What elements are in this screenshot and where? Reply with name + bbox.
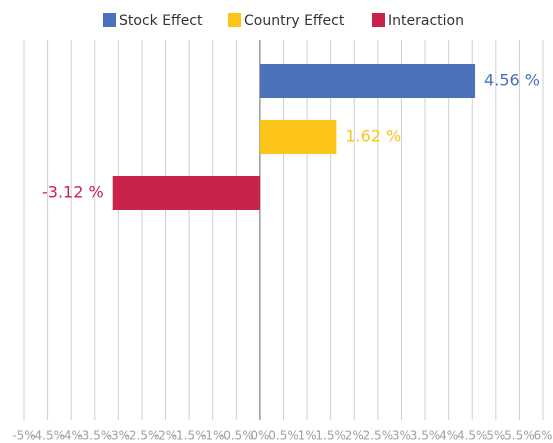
bar (112, 176, 260, 210)
x-tick-label: 2.5% (363, 429, 394, 443)
x-tick-label: 6% (533, 429, 552, 443)
legend-swatch (372, 13, 385, 27)
x-tick-label: 0% (250, 429, 269, 443)
x-tick-label: -5% (12, 429, 35, 443)
x-tick-label: -2% (154, 429, 177, 443)
legend-label: Interaction (388, 13, 464, 29)
legend-swatch (103, 13, 116, 27)
bar (259, 64, 476, 98)
x-tick-label: -4.5% (30, 429, 65, 443)
legend-label: Stock Effect (119, 13, 203, 29)
x-tick-label: 5.5% (504, 429, 535, 443)
bar (259, 120, 337, 154)
x-tick-label: -1% (201, 429, 224, 443)
x-tick-label: -3.5% (77, 429, 112, 443)
value-label: -3.12 % (42, 183, 104, 202)
x-tick-label: 3.5% (410, 429, 441, 443)
legend-label: Country Effect (244, 13, 345, 29)
x-tick-label: 2% (345, 429, 364, 443)
x-tick-label: -0.5% (219, 429, 254, 443)
value-label: 1.62 % (345, 127, 401, 146)
x-tick-label: -3% (107, 429, 130, 443)
x-tick-label: 1% (298, 429, 317, 443)
x-tick-label: 4.5% (457, 429, 488, 443)
x-tick-label: -1.5% (172, 429, 207, 443)
x-tick-label: -2.5% (125, 429, 160, 443)
legend-swatch (228, 13, 241, 27)
x-tick-label: -4% (59, 429, 82, 443)
x-tick-label: 1.5% (315, 429, 346, 443)
x-tick-label: 0.5% (268, 429, 299, 443)
x-tick-label: 5% (486, 429, 505, 443)
x-tick-label: 3% (392, 429, 411, 443)
x-tick-label: 4% (439, 429, 458, 443)
value-label: 4.56 % (484, 71, 540, 90)
